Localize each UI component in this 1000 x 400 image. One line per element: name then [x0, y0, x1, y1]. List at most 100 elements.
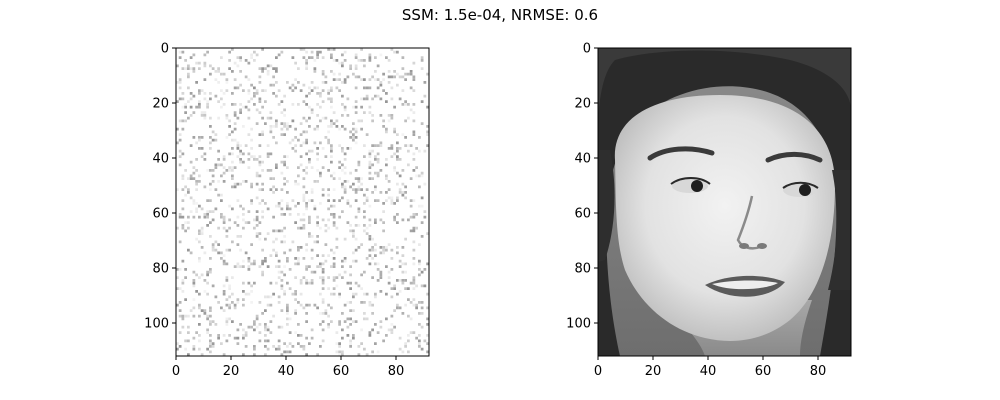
noise-pixel: [275, 125, 278, 128]
noise-pixel: [313, 270, 317, 274]
noise-pixel: [401, 75, 405, 79]
noise-pixel: [357, 188, 361, 191]
noise-pixel: [412, 281, 416, 285]
noise-pixel: [236, 147, 240, 150]
noise-pixel: [214, 323, 218, 326]
noise-pixel: [231, 185, 234, 189]
noise-pixel: [382, 229, 385, 233]
noise-pixel: [184, 103, 187, 106]
noise-pixel: [299, 246, 303, 249]
noise-pixel: [357, 284, 361, 288]
noise-pixel: [420, 306, 424, 310]
noise-pixel: [407, 163, 410, 167]
noise-pixel: [415, 284, 418, 288]
face-image-x-tick-label: 80: [810, 364, 827, 379]
noise-pixel: [390, 48, 394, 51]
noise-pixel: [390, 257, 394, 260]
noise-pixel: [236, 144, 240, 147]
noise-pixel: [269, 130, 273, 134]
noise-pixel: [346, 301, 350, 304]
noise-pixel: [192, 345, 196, 348]
noise-pixel: [231, 276, 234, 279]
noise-pixel: [264, 100, 267, 103]
noise-pixel: [181, 207, 185, 211]
noise-pixel: [280, 325, 284, 329]
noise-pixel: [178, 133, 182, 136]
noise-pixel: [409, 281, 413, 285]
noise-pixel: [181, 226, 185, 230]
noise-pixel: [341, 259, 344, 263]
noise-pixel: [310, 111, 314, 114]
noise-pixel: [390, 323, 394, 326]
noise-pixel: [354, 75, 358, 79]
noise-pixel: [184, 276, 187, 279]
noise-pixel: [239, 59, 242, 62]
noise-pixel: [316, 180, 319, 183]
noise-pixel: [319, 265, 322, 268]
noise-pixel: [393, 202, 396, 205]
noise-pixel: [404, 237, 407, 241]
noise-pixel: [412, 262, 416, 266]
noise-pixel: [299, 218, 303, 222]
noise-pixel: [357, 207, 361, 211]
noise-pixel: [302, 141, 306, 145]
noise-pixel: [335, 246, 339, 249]
noise-pixel: [258, 265, 262, 268]
noise-pixel: [286, 122, 289, 125]
noise-pixel: [382, 202, 385, 205]
noise-pixel: [379, 251, 383, 255]
noise-pixel: [330, 122, 333, 125]
noise-pixel: [236, 243, 240, 246]
noise-pixel: [297, 246, 300, 249]
noise-pixel: [321, 339, 325, 343]
noise-pixel: [228, 226, 231, 230]
noise-pixel: [294, 136, 297, 139]
noise-pixel: [354, 100, 358, 103]
noise-pixel: [363, 155, 366, 158]
noise-pixel: [313, 70, 317, 73]
noise-pixel: [302, 226, 306, 230]
noise-pixel: [321, 270, 325, 274]
noise-pixel: [412, 119, 416, 123]
noise-pixel: [189, 196, 193, 200]
noise-pixel: [398, 347, 402, 351]
noise-pixel: [349, 323, 352, 326]
noise-pixel: [310, 89, 314, 92]
noise-pixel: [178, 213, 182, 216]
noise-pixel: [368, 78, 372, 81]
noise-pixel: [412, 103, 416, 106]
noise-pixel: [283, 160, 286, 164]
noise-pixel: [261, 199, 264, 202]
noise-pixel: [258, 111, 262, 114]
noise-pixel: [297, 323, 300, 326]
noise-image-frame: [175, 47, 430, 357]
noise-pixel: [178, 287, 182, 290]
noise-pixel: [239, 152, 242, 156]
noise-pixel: [242, 303, 245, 307]
noise-pixel: [280, 279, 284, 282]
noise-pixel: [195, 61, 198, 65]
noise-pixel: [283, 114, 286, 117]
noise-pixel: [387, 196, 391, 200]
noise-pixel: [253, 226, 256, 230]
noise-pixel: [321, 328, 325, 332]
noise-pixel: [330, 149, 333, 153]
noise-pixel: [299, 89, 303, 92]
noise-pixel: [426, 323, 429, 326]
noise-pixel: [231, 152, 234, 156]
noise-pixel: [264, 323, 267, 326]
noise-pixel: [335, 86, 339, 90]
noise-pixel: [379, 218, 383, 222]
noise-pixel: [393, 127, 396, 131]
noise-pixel: [341, 94, 344, 98]
noise-pixel: [387, 81, 391, 84]
noise-pixel: [192, 67, 196, 70]
noise-pixel: [374, 185, 377, 189]
face-image-y-tick-label: 60: [574, 207, 591, 222]
noise-pixel: [283, 125, 286, 128]
noise-pixel: [332, 213, 336, 216]
noise-pixel: [327, 89, 330, 92]
noise-pixel: [258, 160, 262, 164]
